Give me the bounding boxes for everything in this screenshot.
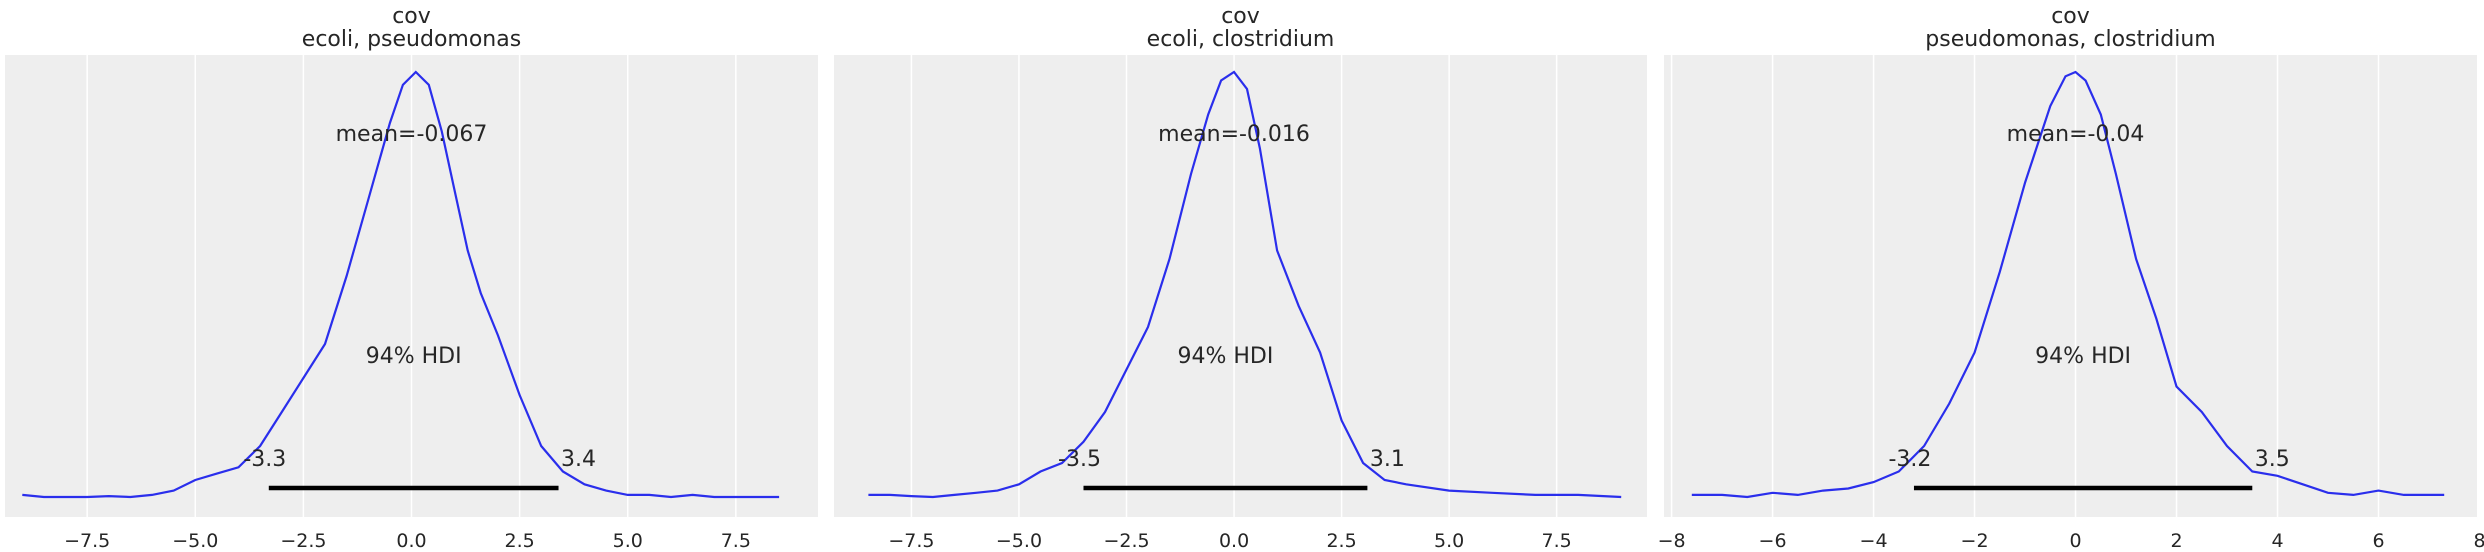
hdi-high-label: 3.1 <box>1370 447 1405 472</box>
x-tick-label: 0.0 <box>1219 530 1249 552</box>
chart-title-variable: cov <box>2051 4 2090 29</box>
hdi-label: 94% HDI <box>1178 344 1274 369</box>
mean-label: mean=-0.04 <box>2007 122 2145 147</box>
hdi-label: 94% HDI <box>2035 344 2131 369</box>
chart-title-coords: ecoli, clostridium <box>1147 27 1335 52</box>
x-tick-label: 7.5 <box>1542 530 1572 552</box>
chart-title-coords: pseudomonas, clostridium <box>1925 27 2215 52</box>
x-tick-label: −2.5 <box>1103 530 1149 552</box>
x-tick-label: 8 <box>2473 530 2484 552</box>
x-tick-label: −4 <box>1860 530 1888 552</box>
kde-curve <box>1691 70 2445 499</box>
mean-label: mean=-0.067 <box>336 122 488 147</box>
plot-area <box>834 55 1647 517</box>
x-tick-label: −6 <box>1759 530 1787 552</box>
kde-curve <box>22 70 780 499</box>
hdi-high-label: 3.4 <box>561 447 596 472</box>
mean-label: mean=-0.016 <box>1158 122 1310 147</box>
chart-title-variable: cov <box>392 4 431 29</box>
hdi-high-label: 3.5 <box>2255 447 2290 472</box>
hdi-label: 94% HDI <box>366 344 462 369</box>
x-tick-label: 6 <box>2372 530 2384 552</box>
x-tick-label: −7.5 <box>888 530 934 552</box>
hdi-low-label: -3.2 <box>1888 447 1931 472</box>
chart-title-coords: ecoli, pseudomonas <box>302 27 521 52</box>
chart-title-variable: cov <box>1221 4 1260 29</box>
x-tick-label: −2.5 <box>280 530 326 552</box>
x-tick-label: 4 <box>2271 530 2283 552</box>
x-tick-label: −5.0 <box>172 530 218 552</box>
x-tick-label: 2 <box>2170 530 2182 552</box>
x-tick-label: 5.0 <box>613 530 643 552</box>
x-tick-label: −2 <box>1961 530 1989 552</box>
hdi-low-label: -3.3 <box>243 447 286 472</box>
x-tick-label: −8 <box>1658 530 1686 552</box>
x-tick-label: −5.0 <box>996 530 1042 552</box>
x-tick-label: −7.5 <box>64 530 110 552</box>
x-tick-label: 0.0 <box>396 530 426 552</box>
plot-area <box>1664 55 2477 517</box>
x-tick-label: 2.5 <box>1326 530 1356 552</box>
x-tick-label: 0 <box>2070 530 2082 552</box>
hdi-low-label: -3.5 <box>1058 447 1101 472</box>
x-tick-label: 2.5 <box>505 530 535 552</box>
x-tick-label: 7.5 <box>721 530 751 552</box>
x-tick-label: 5.0 <box>1434 530 1464 552</box>
kde-curve <box>868 70 1622 499</box>
